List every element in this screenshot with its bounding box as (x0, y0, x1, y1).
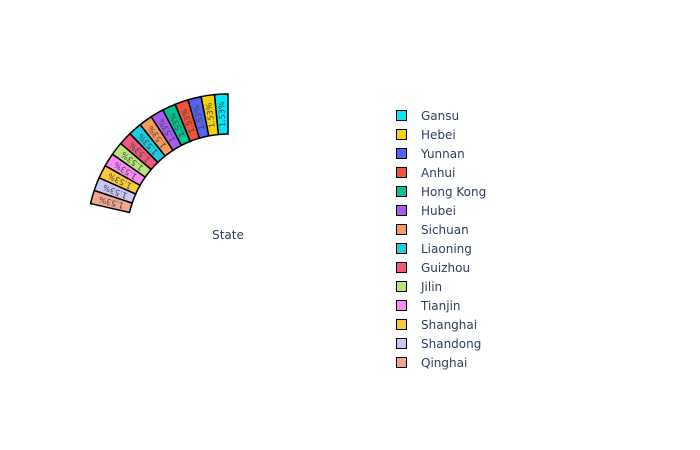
legend-swatch (396, 281, 407, 292)
legend-swatch (396, 205, 407, 216)
legend-item-jilin[interactable]: Jilin (396, 277, 596, 296)
legend-item-qinghai[interactable]: Qinghai (396, 353, 596, 372)
legend-swatch (396, 186, 407, 197)
legend-swatch (396, 262, 407, 273)
legend-swatch (396, 357, 407, 368)
legend-label: Hebei (421, 127, 456, 142)
slice-hong-kong[interactable] (161, 103, 192, 147)
legend-swatch (396, 319, 407, 330)
donut-slices: 1.53%1.53%1.53%1.53%1.53%1.53%1.53%1.53%… (89, 93, 229, 214)
slice-anhui[interactable] (174, 98, 201, 143)
slice-value-label: 1.53% (217, 101, 227, 127)
slice-yunnan[interactable] (186, 95, 210, 140)
legend-label: Sichuan (421, 222, 469, 237)
legend-item-hong-kong[interactable]: Hong Kong (396, 182, 596, 201)
legend: Gansu Hebei Yunnan Anhui Hong Kong Hubei Sichu… (396, 106, 596, 372)
slice-hebei[interactable] (200, 93, 220, 137)
legend-item-guizhou[interactable]: Guizhou (396, 258, 596, 277)
legend-item-anhui[interactable]: Anhui (396, 163, 596, 182)
legend-item-yunnan[interactable]: Yunnan (396, 144, 596, 163)
legend-swatch (396, 167, 407, 178)
legend-label: Hong Kong (421, 184, 487, 199)
legend-item-hubei[interactable]: Hubei (396, 201, 596, 220)
legend-item-hebei[interactable]: Hebei (396, 125, 596, 144)
legend-label: Shanghai (421, 317, 478, 332)
slice-shandong[interactable] (93, 176, 137, 205)
slice-guizhou[interactable] (119, 132, 159, 171)
legend-swatch (396, 129, 407, 140)
legend-label: Gansu (421, 108, 460, 123)
legend-swatch (396, 338, 407, 349)
center-label: State (212, 228, 244, 242)
legend-label: Qinghai (421, 355, 468, 370)
legend-swatch (396, 148, 407, 159)
legend-label: Yunnan (421, 146, 465, 161)
slice-hubei[interactable] (150, 108, 183, 152)
legend-swatch (396, 300, 407, 311)
legend-item-tianjin[interactable]: Tianjin (396, 296, 596, 315)
legend-item-shanghai[interactable]: Shanghai (396, 315, 596, 334)
legend-label: Anhui (421, 165, 456, 180)
legend-label: Hubei (421, 203, 456, 218)
legend-item-sichuan[interactable]: Sichuan (396, 220, 596, 239)
legend-label: Tianjin (421, 298, 461, 313)
legend-swatch (396, 110, 407, 121)
legend-swatch (396, 224, 407, 235)
slice-liaoning[interactable] (128, 123, 167, 164)
legend-item-shandong[interactable]: Shandong (396, 334, 596, 353)
slice-shanghai[interactable] (98, 164, 142, 196)
slice-sichuan[interactable] (139, 115, 174, 158)
slice-value-label: 1.53% (204, 102, 217, 129)
legend-item-gansu[interactable]: Gansu (396, 106, 596, 125)
legend-label: Guizhou (421, 260, 471, 275)
slice-qinghai[interactable] (89, 189, 134, 214)
slice-tianjin[interactable] (104, 153, 147, 187)
legend-label: Liaoning (421, 241, 472, 256)
legend-label: Jilin (421, 279, 443, 294)
legend-swatch (396, 243, 407, 254)
legend-label: Shandong (421, 336, 482, 351)
slice-jilin[interactable] (111, 142, 153, 179)
legend-item-liaoning[interactable]: Liaoning (396, 239, 596, 258)
